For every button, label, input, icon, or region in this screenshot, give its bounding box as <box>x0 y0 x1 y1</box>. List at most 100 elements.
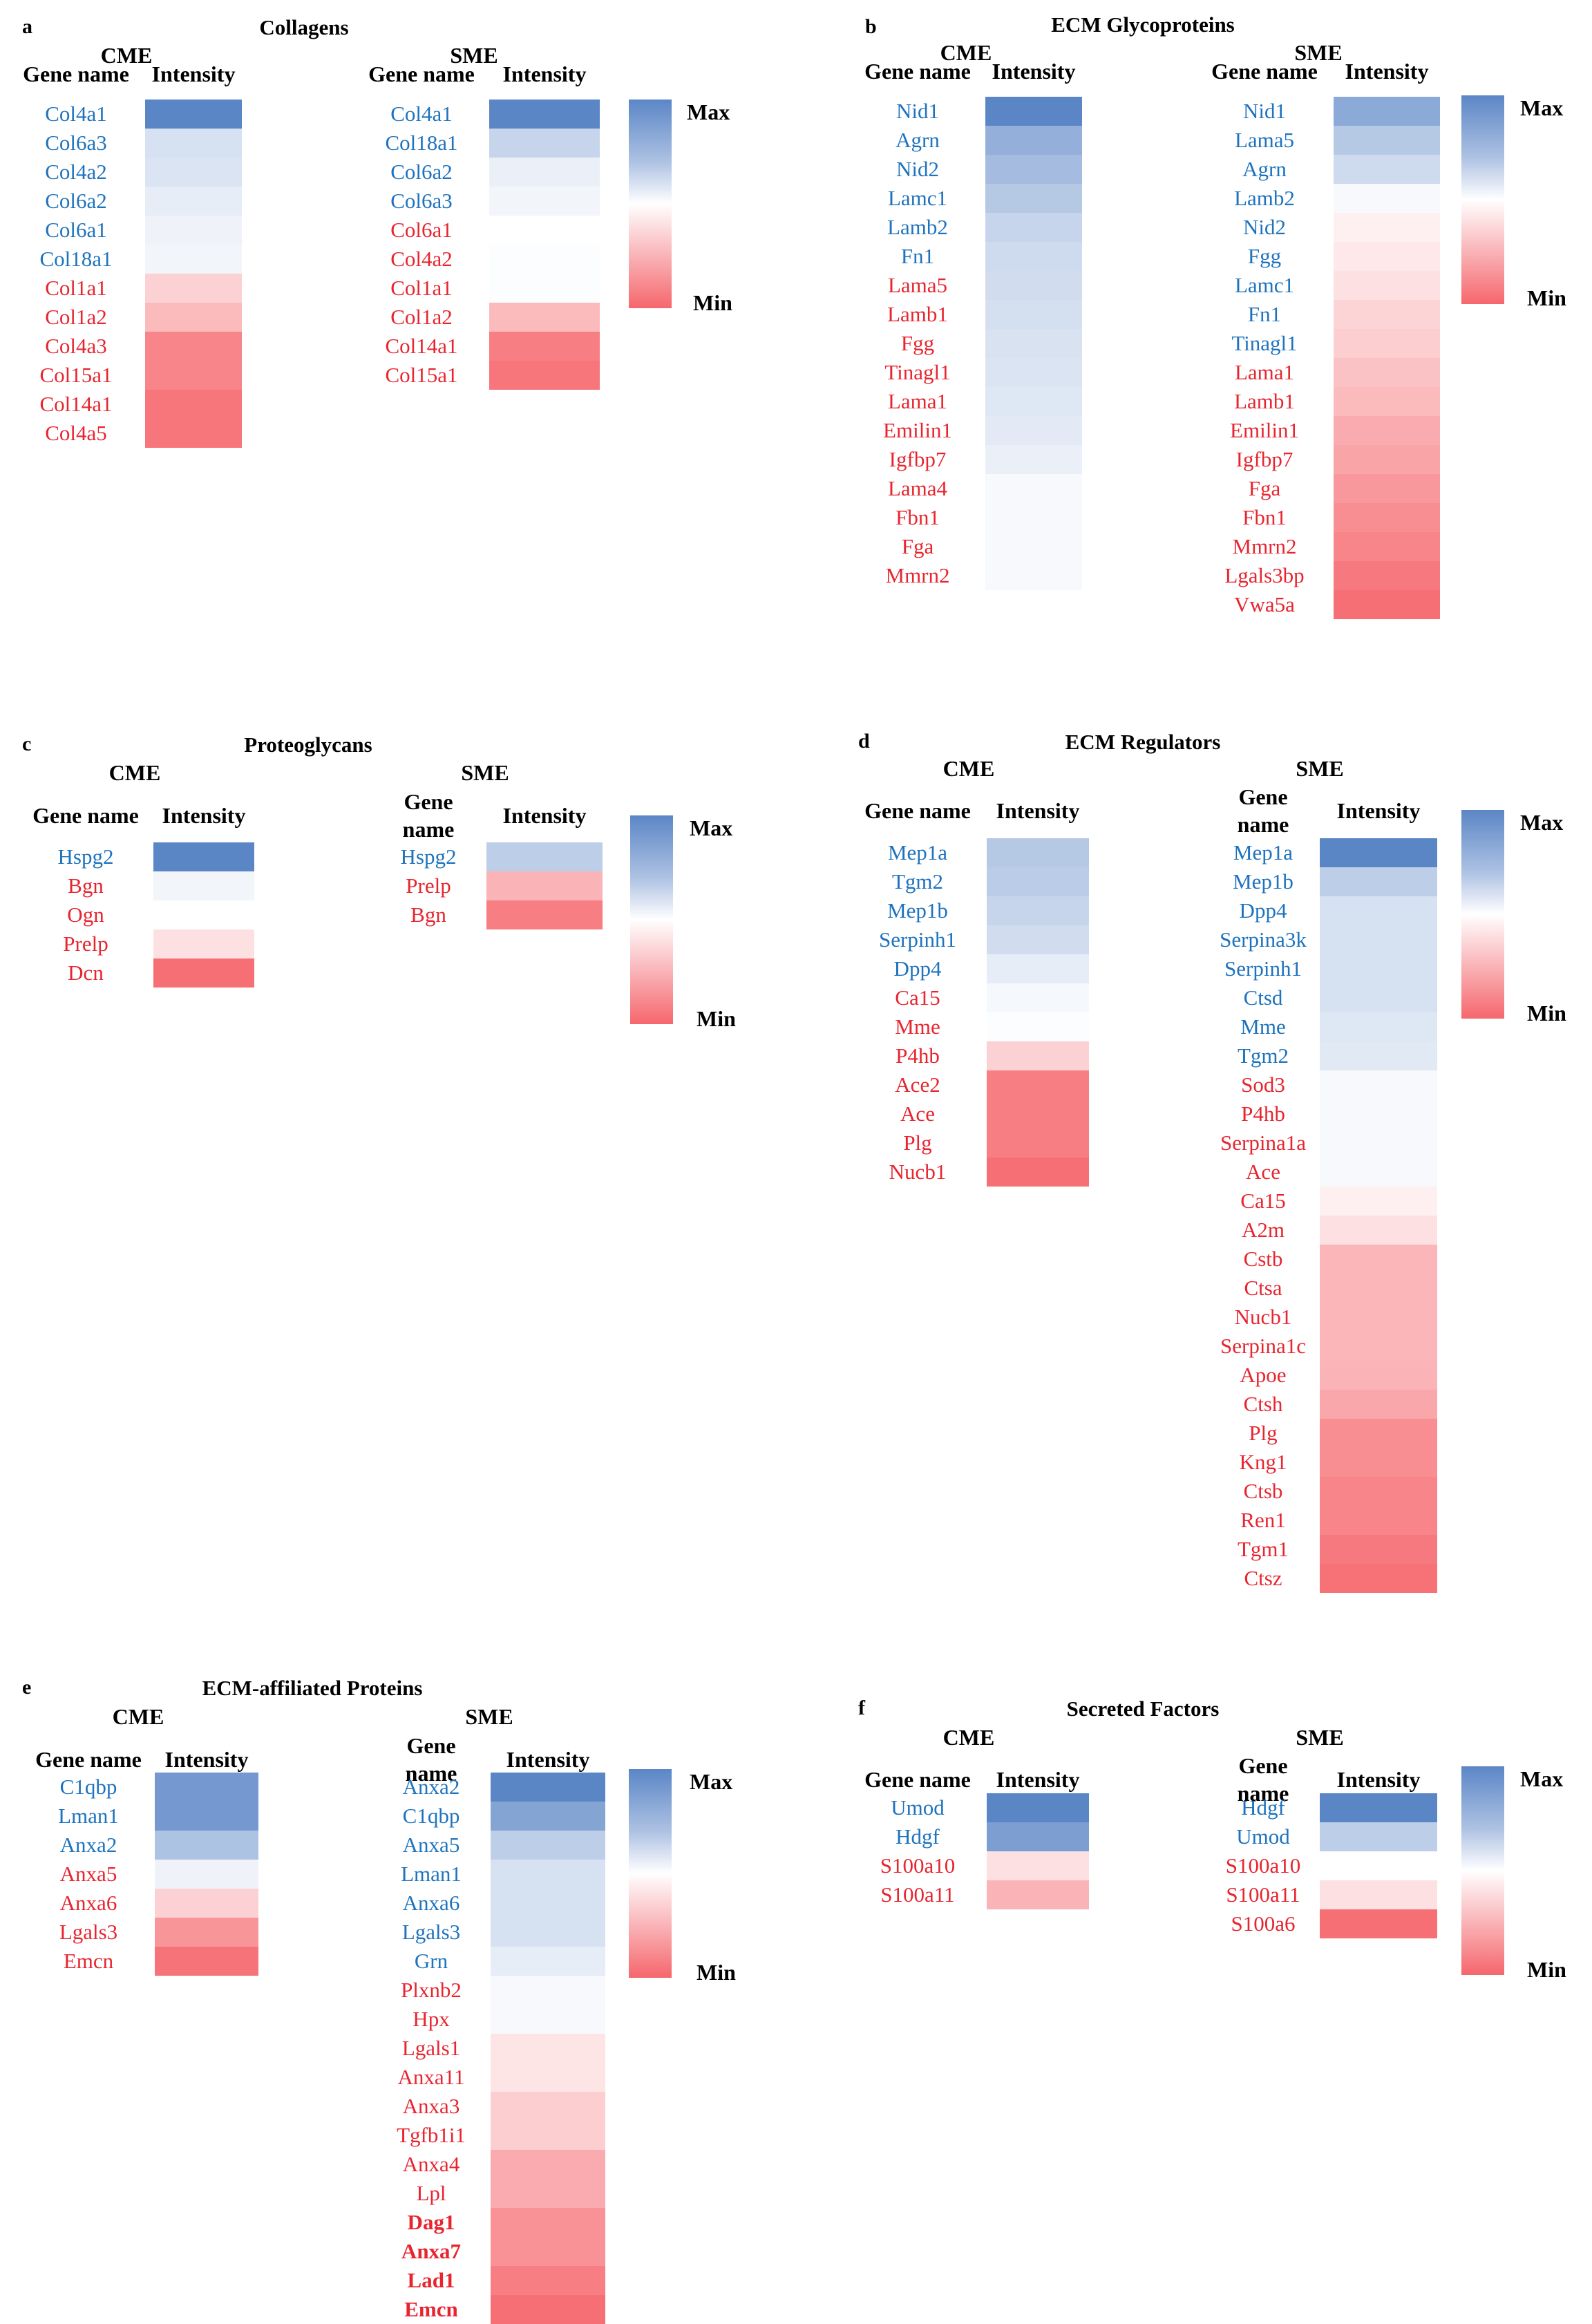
gene-label: Lgals3 <box>59 1920 118 1944</box>
group-label: CME <box>940 40 992 65</box>
gene-label: Anxa6 <box>59 1891 117 1915</box>
gene-label: Col15a1 <box>385 363 458 387</box>
gene-name-header: Gene name <box>23 62 129 86</box>
heatmap-cell <box>486 871 603 900</box>
heatmap-cell <box>1320 1361 1437 1390</box>
heatmap-cell <box>153 871 254 900</box>
gene-label: Col18a1 <box>39 247 113 271</box>
gene-label: Lamb2 <box>887 215 948 239</box>
heatmap-cell <box>491 2121 605 2150</box>
heatmap-cell <box>1334 271 1440 300</box>
heatmap-cell <box>486 842 603 871</box>
gene-label: Lman1 <box>401 1862 462 1886</box>
heatmap-cell <box>145 245 242 274</box>
intensity-header: Intensity <box>1336 798 1421 823</box>
gene-label: Lgals1 <box>401 2036 461 2060</box>
gene-label: Col15a1 <box>39 363 113 387</box>
heatmap-cell <box>1320 1070 1437 1099</box>
gene-label: Lgals3 <box>401 1920 461 1944</box>
gene-label: S100a11 <box>880 1882 955 1907</box>
heatmap-cell <box>1334 474 1440 503</box>
gene-label: Plg <box>903 1131 932 1155</box>
group-label: SME <box>1296 756 1344 781</box>
heatmap-cell <box>985 300 1082 329</box>
gene-label: Ctsh <box>1243 1392 1283 1416</box>
heatmap-cell <box>491 1802 605 1831</box>
panel-title: Secreted Factors <box>1066 1697 1220 1721</box>
heatmap-cell <box>987 1158 1089 1187</box>
gene-label: Nucb1 <box>1234 1305 1292 1329</box>
legend-max-label: Max <box>690 815 733 840</box>
gene-label: Fgg <box>900 331 935 355</box>
heatmap-cell <box>489 361 600 390</box>
heatmap-cell <box>491 2179 605 2208</box>
heatmap-cell <box>491 2034 605 2063</box>
gene-label: Anxa6 <box>402 1891 460 1915</box>
heatmap-cell <box>985 561 1082 590</box>
heatmap-cell <box>1334 503 1440 532</box>
gene-name-header: Gene name <box>864 798 971 823</box>
heatmap-cell <box>985 387 1082 416</box>
heatmap-cell <box>1320 1158 1437 1187</box>
group-label: CME <box>112 1704 164 1729</box>
heatmap-cell <box>1334 532 1440 561</box>
gene-label: Agrn <box>1242 157 1287 181</box>
heatmap-cell <box>153 842 254 871</box>
gene-label: Col1a1 <box>390 276 453 300</box>
gene-name-header: Gene name <box>405 1733 457 1786</box>
heatmap-cell <box>1334 387 1440 416</box>
intensity-header: Intensity <box>996 1767 1080 1792</box>
gene-label: Umod <box>1236 1824 1290 1849</box>
panel-title: Collagens <box>259 15 349 39</box>
group-label: CME <box>942 756 995 781</box>
intensity-header: Intensity <box>162 803 246 828</box>
heatmap-cell <box>1320 1477 1437 1506</box>
heatmap-cell <box>1320 1535 1437 1564</box>
heatmap-cell <box>1320 1822 1437 1851</box>
heatmap-cell <box>1320 867 1437 896</box>
gene-label: Plg <box>1249 1421 1278 1445</box>
heatmap-cell <box>1334 242 1440 271</box>
heatmap-cell <box>1334 97 1440 126</box>
gene-label: Nid1 <box>896 99 939 123</box>
gene-label: Nid1 <box>1243 99 1286 123</box>
gene-label: Ren1 <box>1240 1508 1286 1532</box>
heatmap-cell <box>987 1851 1089 1880</box>
heatmap-cell <box>985 126 1082 155</box>
heatmap-cell <box>1334 329 1440 358</box>
heatmap-cell <box>987 1099 1089 1128</box>
heatmap-cell <box>145 187 242 216</box>
heatmap-cell <box>489 187 600 216</box>
gene-label: Lad1 <box>407 2268 455 2292</box>
gene-label: Fga <box>1248 476 1281 500</box>
gene-label: Dpp4 <box>1239 898 1287 923</box>
heatmap-cell <box>1334 445 1440 474</box>
heatmap-cell <box>985 445 1082 474</box>
gene-label: Anxa2 <box>59 1833 117 1857</box>
gene-name-header: Gene name <box>32 803 139 828</box>
gene-label: Agrn <box>896 128 940 152</box>
gene-label: Col4a1 <box>45 102 107 126</box>
heatmap-cell <box>987 1793 1089 1822</box>
gene-label: Plxnb2 <box>401 1978 462 2002</box>
heatmap-cell <box>985 532 1082 561</box>
gene-label: P4hb <box>896 1043 940 1068</box>
color-scale-legend <box>630 815 673 1024</box>
heatmap-cell <box>145 303 242 332</box>
gene-label: Ctsz <box>1244 1566 1282 1590</box>
heatmap-cell <box>987 1128 1089 1158</box>
gene-name-header: Gene name <box>402 789 455 842</box>
heatmap-cell <box>489 158 600 187</box>
heatmap-cell <box>1320 1187 1437 1216</box>
heatmap-cell <box>1320 1303 1437 1332</box>
gene-label: Ctsb <box>1243 1479 1283 1503</box>
gene-name-header: Gene name <box>368 62 475 86</box>
color-scale-legend <box>1461 95 1504 304</box>
heatmap-cell <box>1320 1506 1437 1535</box>
heatmap-cell <box>987 1041 1089 1070</box>
heatmap-cell <box>987 867 1089 896</box>
panel-letter: d <box>858 730 870 753</box>
gene-label: Col1a1 <box>45 276 107 300</box>
gene-label: Kng1 <box>1239 1450 1287 1474</box>
gene-label: Prelp <box>63 932 108 956</box>
